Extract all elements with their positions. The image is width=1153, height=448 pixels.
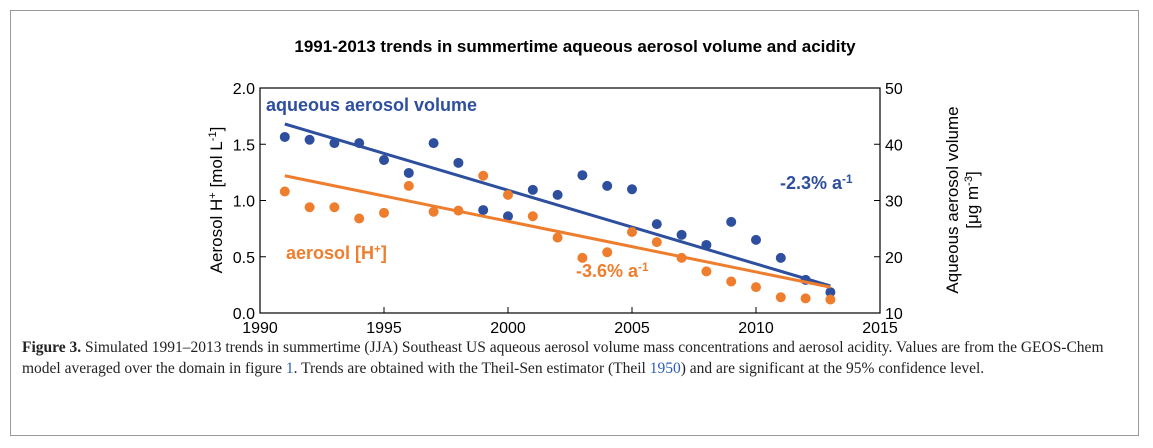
y2-axis-label-part: [μg m (963, 186, 982, 229)
caption-text: Simulated 1991–2013 trends in summertime… (22, 339, 1104, 377)
trend-annotation: -3.6% a-1 (576, 261, 649, 282)
y-tick-label: 0.0 (233, 306, 255, 323)
data-point (354, 138, 365, 149)
data-point (751, 234, 761, 245)
x-tick-label: 2015 (862, 320, 898, 337)
y2-axis-label-part: -3 (963, 176, 975, 186)
trend-line (284, 174, 831, 289)
y-tick-label: 1.5 (233, 137, 255, 154)
data-point (627, 184, 637, 195)
series-label-part: aerosol [H (286, 243, 374, 263)
y-axis-label-part: + (207, 192, 219, 198)
x-tick-label: 2000 (490, 320, 526, 337)
data-point (651, 237, 662, 248)
data-point (527, 184, 538, 195)
y2-tick-label: 30 (885, 194, 903, 211)
data-point (503, 189, 513, 200)
series-label-part: + (374, 243, 381, 256)
data-point (304, 202, 315, 213)
data-point (775, 252, 786, 263)
series-label-part: ] (381, 243, 387, 263)
y-axis-label-part: ] (207, 127, 226, 132)
trend-annotation-part: -1 (638, 261, 649, 274)
y-axis-label-part: [mol L (207, 141, 226, 192)
data-point (800, 293, 811, 304)
trend-line (284, 122, 831, 288)
y2-tick-label: 50 (885, 81, 903, 98)
y-tick-label: 0.5 (233, 250, 255, 267)
x-tick-label: 1990 (242, 320, 278, 337)
data-point (726, 276, 737, 287)
data-point (478, 205, 489, 216)
figure-frame (10, 10, 1139, 436)
y2-axis-label-part: ] (963, 171, 982, 176)
y2-tick-label: 40 (885, 137, 903, 154)
data-point (428, 206, 439, 217)
x-tick-label: 1995 (366, 320, 402, 337)
x-tick-label: 2005 (614, 320, 650, 337)
trend-annotation: -2.3% a-1 (780, 173, 853, 194)
data-point (552, 232, 563, 243)
y2-axis-label: Aqueous aerosol volume (943, 106, 962, 293)
data-point (403, 167, 414, 178)
trend-annotation-part: -2.3% a (780, 173, 843, 193)
y-tick-label: 1.0 (233, 194, 255, 211)
data-point (676, 252, 687, 263)
caption-label: Figure 3. (22, 339, 82, 356)
data-point (503, 211, 513, 222)
y-tick-label: 2.0 (233, 81, 255, 98)
data-point (552, 189, 563, 200)
series-label: aqueous aerosol volume (266, 95, 477, 115)
data-point (329, 202, 340, 213)
data-point (701, 239, 712, 250)
caption-link[interactable]: 1 (285, 360, 294, 377)
chart-title: 1991-2013 trends in summertime aqueous a… (294, 37, 856, 56)
y2-tick-label: 20 (885, 250, 903, 267)
data-point (453, 205, 464, 216)
data-point (279, 186, 290, 197)
data-point (453, 157, 464, 168)
y-axis-label-part: -1 (207, 131, 219, 141)
data-point (527, 211, 538, 222)
data-point (304, 134, 315, 145)
data-point (627, 227, 637, 237)
caption: Figure 3. Simulated 1991–2013 trends in … (22, 337, 1132, 379)
data-point (577, 170, 588, 181)
data-point (701, 266, 712, 277)
data-point (279, 131, 290, 142)
data-point (825, 287, 836, 298)
data-point (825, 294, 836, 305)
caption-text: . Trends are obtained with the Theil-Sen… (293, 360, 650, 377)
data-point (428, 138, 439, 149)
data-point (751, 282, 761, 293)
data-point (577, 252, 588, 263)
data-point (403, 180, 414, 191)
y-axis-label-part: Aerosol H (207, 199, 226, 274)
data-point (602, 180, 613, 191)
data-point (651, 219, 662, 230)
data-point (354, 213, 365, 224)
data-point (329, 138, 340, 149)
trend-annotation-part: -3.6% a (576, 261, 639, 281)
data-point (602, 247, 613, 258)
series-label-part: aqueous aerosol volume (266, 95, 477, 115)
data-point (478, 170, 489, 181)
caption-link[interactable]: 1950 (649, 360, 681, 377)
x-tick-label: 2010 (738, 320, 774, 337)
data-point (676, 229, 687, 240)
caption-text: ) and are significant at the 95% confide… (680, 360, 985, 377)
y2-tick-label: 10 (885, 306, 903, 323)
data-point (726, 216, 737, 227)
y2-axis-label: [μg m-3] (963, 171, 982, 228)
data-point (379, 207, 389, 218)
data-point (775, 292, 786, 303)
data-point (379, 155, 389, 165)
y-axis-label: Aerosol H+ [mol L-1] (207, 127, 226, 274)
trend-annotation-part: -1 (842, 173, 853, 186)
series-label: aerosol [H+] (286, 243, 387, 264)
